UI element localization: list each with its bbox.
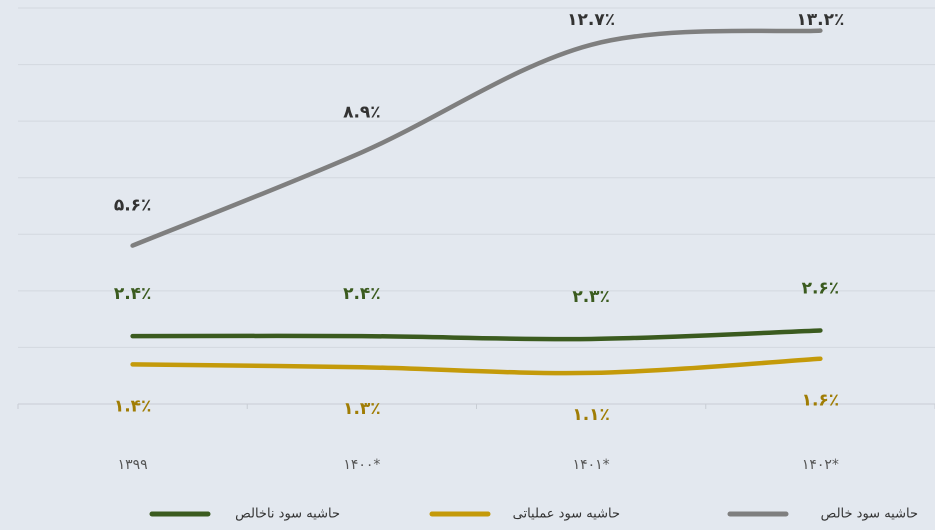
legend-label: حاشیه سود خالص: [821, 507, 918, 522]
data-label: ۱.۶٪: [802, 391, 840, 411]
data-label: ۵.۶٪: [114, 196, 152, 216]
data-label: ۲.۴٪: [114, 284, 152, 304]
data-label: ۲.۶٪: [802, 278, 840, 298]
line: [130, 356, 823, 376]
data-label: ۱۲.۷٪: [567, 10, 615, 30]
x-tick-label: ۱۴۰۲*: [802, 457, 839, 473]
data-label: ۲.۳٪: [572, 287, 610, 307]
data-label: ۱.۱٪: [572, 405, 610, 425]
legend-label: حاشیه سود ناخالص: [235, 507, 340, 522]
legend-label: حاشیه سود عملیاتی: [513, 507, 620, 522]
x-tick-label: ۱۴۰۰*: [343, 457, 380, 473]
data-label: ۱۳.۲٪: [796, 10, 844, 30]
data-label: ۸.۹٪: [343, 102, 381, 122]
data-label: ۲.۴٪: [343, 284, 381, 304]
x-tick-label: ۱۳۹۹: [118, 457, 148, 473]
line: [130, 28, 823, 248]
x-tick-label: ۱۴۰۱*: [573, 457, 610, 473]
data-label: ۱.۳٪: [343, 399, 381, 419]
data-label: ۱.۴٪: [114, 396, 152, 416]
line: [130, 328, 823, 342]
